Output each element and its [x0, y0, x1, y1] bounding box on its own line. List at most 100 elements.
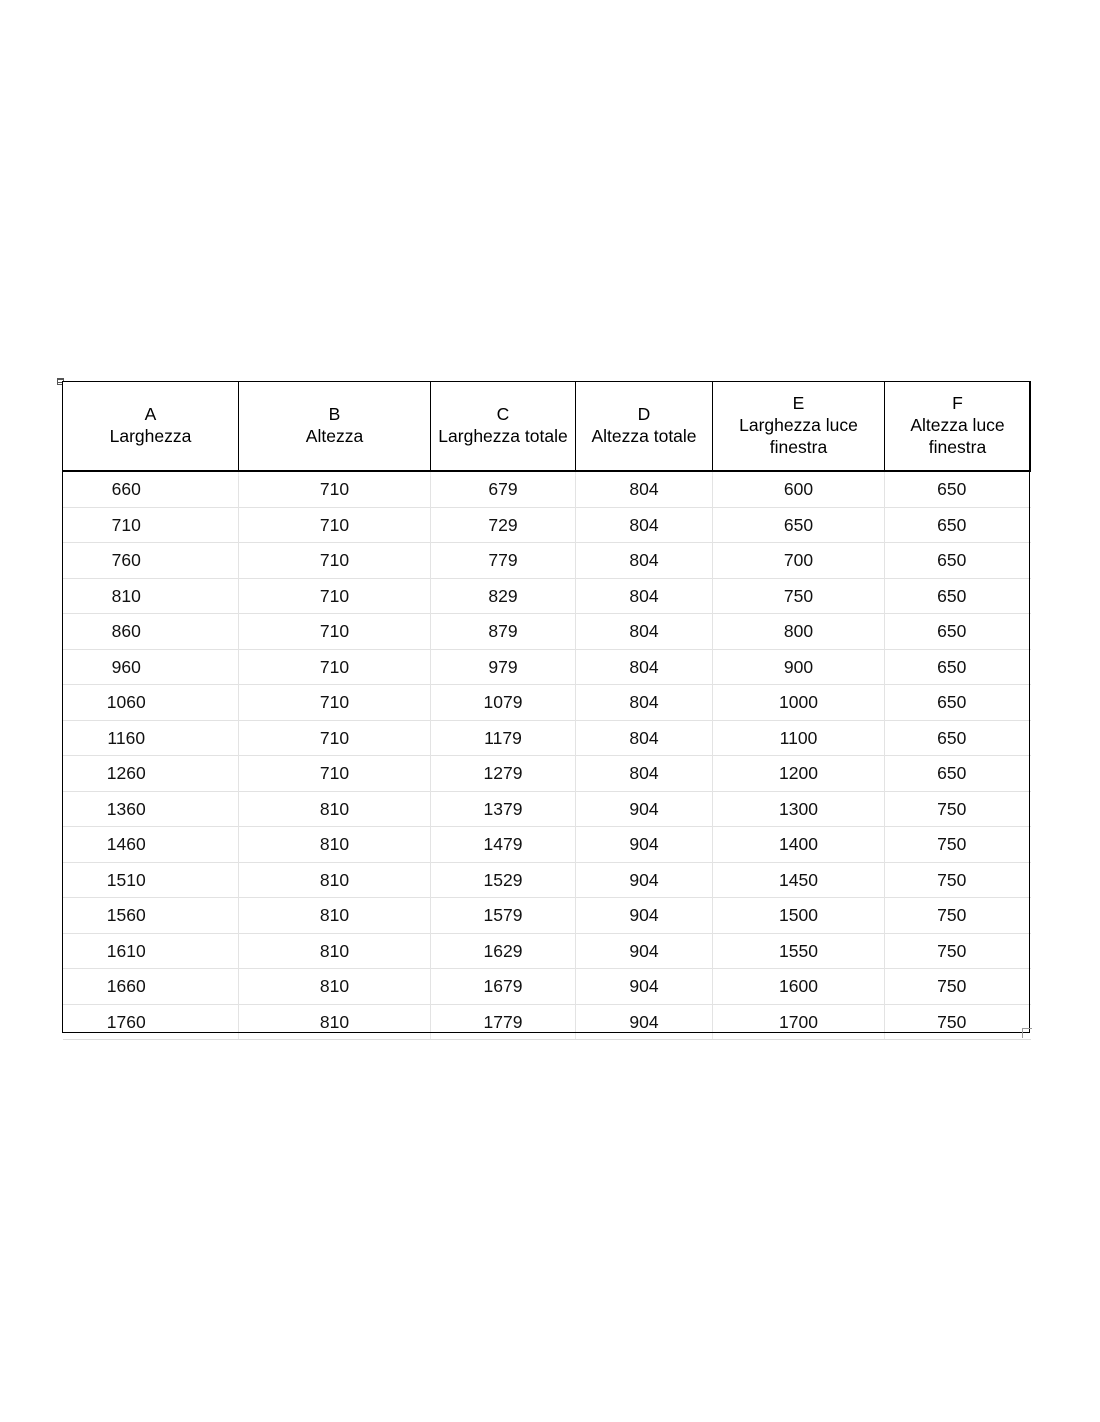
column-header-d: D Altezza totale	[575, 381, 713, 472]
cell-c-2: 729	[430, 507, 576, 543]
cell-d-6: 804	[575, 649, 713, 685]
table-row: 710 710 729 804 650 650	[62, 507, 1031, 543]
column-name-c: Larghezza totale	[438, 426, 568, 446]
cell-f-11: 750	[884, 826, 1031, 863]
cell-f-7: 650	[884, 684, 1031, 721]
cell-d-4: 804	[575, 578, 713, 614]
column-letter-d: D	[637, 403, 651, 424]
cell-e-6: 900	[712, 649, 885, 685]
cell-c-6: 979	[430, 649, 576, 685]
cell-f-1: 650	[884, 471, 1031, 508]
table-row: 1760 810 1779 904 1700 750	[62, 1004, 1031, 1040]
cell-a-12: 1510	[62, 862, 239, 898]
cell-b-14: 810	[238, 933, 431, 969]
cell-c-4: 829	[430, 578, 576, 614]
cell-b-16: 810	[238, 1004, 431, 1040]
table-row: 860 710 879 804 800 650	[62, 613, 1031, 650]
column-letter-c: C	[496, 403, 510, 424]
cell-c-10: 1379	[430, 791, 576, 827]
cell-d-10: 904	[575, 791, 713, 827]
cell-a-1: 660	[62, 471, 239, 508]
cell-b-3: 710	[238, 542, 431, 579]
cell-b-15: 810	[238, 968, 431, 1005]
cell-f-10: 750	[884, 791, 1031, 827]
cell-b-11: 810	[238, 826, 431, 863]
cell-d-9: 804	[575, 755, 713, 792]
cell-c-7: 1079	[430, 684, 576, 721]
cell-c-3: 779	[430, 542, 576, 579]
cell-e-5: 800	[712, 613, 885, 650]
cell-c-16: 1779	[430, 1004, 576, 1040]
specs-table: A Larghezza B Altezza C Larghezza totale…	[62, 381, 1031, 1040]
table-row: 660 710 679 804 600 650	[62, 471, 1031, 508]
table-row: 1260 710 1279 804 1200 650	[62, 755, 1031, 792]
column-header-e: E Larghezza luce finestra	[712, 381, 885, 472]
cell-a-9: 1260	[62, 755, 239, 792]
cell-b-6: 710	[238, 649, 431, 685]
column-letter-b: B	[328, 403, 341, 424]
table-resize-handle[interactable]	[1022, 1028, 1033, 1039]
cell-e-3: 700	[712, 542, 885, 579]
cell-b-2: 710	[238, 507, 431, 543]
cell-b-10: 810	[238, 791, 431, 827]
cell-b-9: 710	[238, 755, 431, 792]
cell-c-15: 1679	[430, 968, 576, 1005]
cell-f-12: 750	[884, 862, 1031, 898]
column-name-a: Larghezza	[109, 426, 192, 446]
cell-a-14: 1610	[62, 933, 239, 969]
column-header-c: C Larghezza totale	[430, 381, 576, 472]
column-letter-f: F	[952, 392, 963, 413]
cell-c-9: 1279	[430, 755, 576, 792]
cell-a-8: 1160	[62, 720, 239, 756]
cell-d-16: 904	[575, 1004, 713, 1040]
cell-c-13: 1579	[430, 897, 576, 934]
column-header-b: B Altezza	[238, 381, 431, 472]
cell-b-7: 710	[238, 684, 431, 721]
cell-a-13: 1560	[62, 897, 239, 934]
column-header-a: A Larghezza	[62, 381, 239, 472]
cell-f-9: 650	[884, 755, 1031, 792]
cell-e-2: 650	[712, 507, 885, 543]
cell-d-5: 804	[575, 613, 713, 650]
cell-e-15: 1600	[712, 968, 885, 1005]
cell-c-14: 1629	[430, 933, 576, 969]
cell-d-15: 904	[575, 968, 713, 1005]
cell-c-1: 679	[430, 471, 576, 508]
cell-c-11: 1479	[430, 826, 576, 863]
cell-d-11: 904	[575, 826, 713, 863]
cell-e-13: 1500	[712, 897, 885, 934]
cell-c-8: 1179	[430, 720, 576, 756]
cell-a-16: 1760	[62, 1004, 239, 1040]
cell-e-7: 1000	[712, 684, 885, 721]
cell-a-7: 1060	[62, 684, 239, 721]
cell-e-9: 1200	[712, 755, 885, 792]
column-name-b: Altezza	[305, 426, 364, 446]
cell-d-3: 804	[575, 542, 713, 579]
cell-a-4: 810	[62, 578, 239, 614]
table-row: 1160 710 1179 804 1100 650	[62, 720, 1031, 756]
cell-b-13: 810	[238, 897, 431, 934]
cell-f-14: 750	[884, 933, 1031, 969]
cell-a-2: 710	[62, 507, 239, 543]
cell-f-4: 650	[884, 578, 1031, 614]
cell-f-6: 650	[884, 649, 1031, 685]
cell-c-5: 879	[430, 613, 576, 650]
cell-f-3: 650	[884, 542, 1031, 579]
cell-e-12: 1450	[712, 862, 885, 898]
cell-f-16: 750	[884, 1004, 1031, 1040]
cell-d-2: 804	[575, 507, 713, 543]
column-header-f: F Altezza luce finestra	[884, 381, 1031, 472]
cell-e-11: 1400	[712, 826, 885, 863]
cell-e-8: 1100	[712, 720, 885, 756]
cell-b-8: 710	[238, 720, 431, 756]
table-row: 1610 810 1629 904 1550 750	[62, 933, 1031, 969]
cell-d-1: 804	[575, 471, 713, 508]
cell-e-4: 750	[712, 578, 885, 614]
cell-a-11: 1460	[62, 826, 239, 863]
table-row: 1510 810 1529 904 1450 750	[62, 862, 1031, 898]
cell-b-4: 710	[238, 578, 431, 614]
cell-f-15: 750	[884, 968, 1031, 1005]
cell-d-13: 904	[575, 897, 713, 934]
column-name-d: Altezza totale	[591, 426, 697, 446]
